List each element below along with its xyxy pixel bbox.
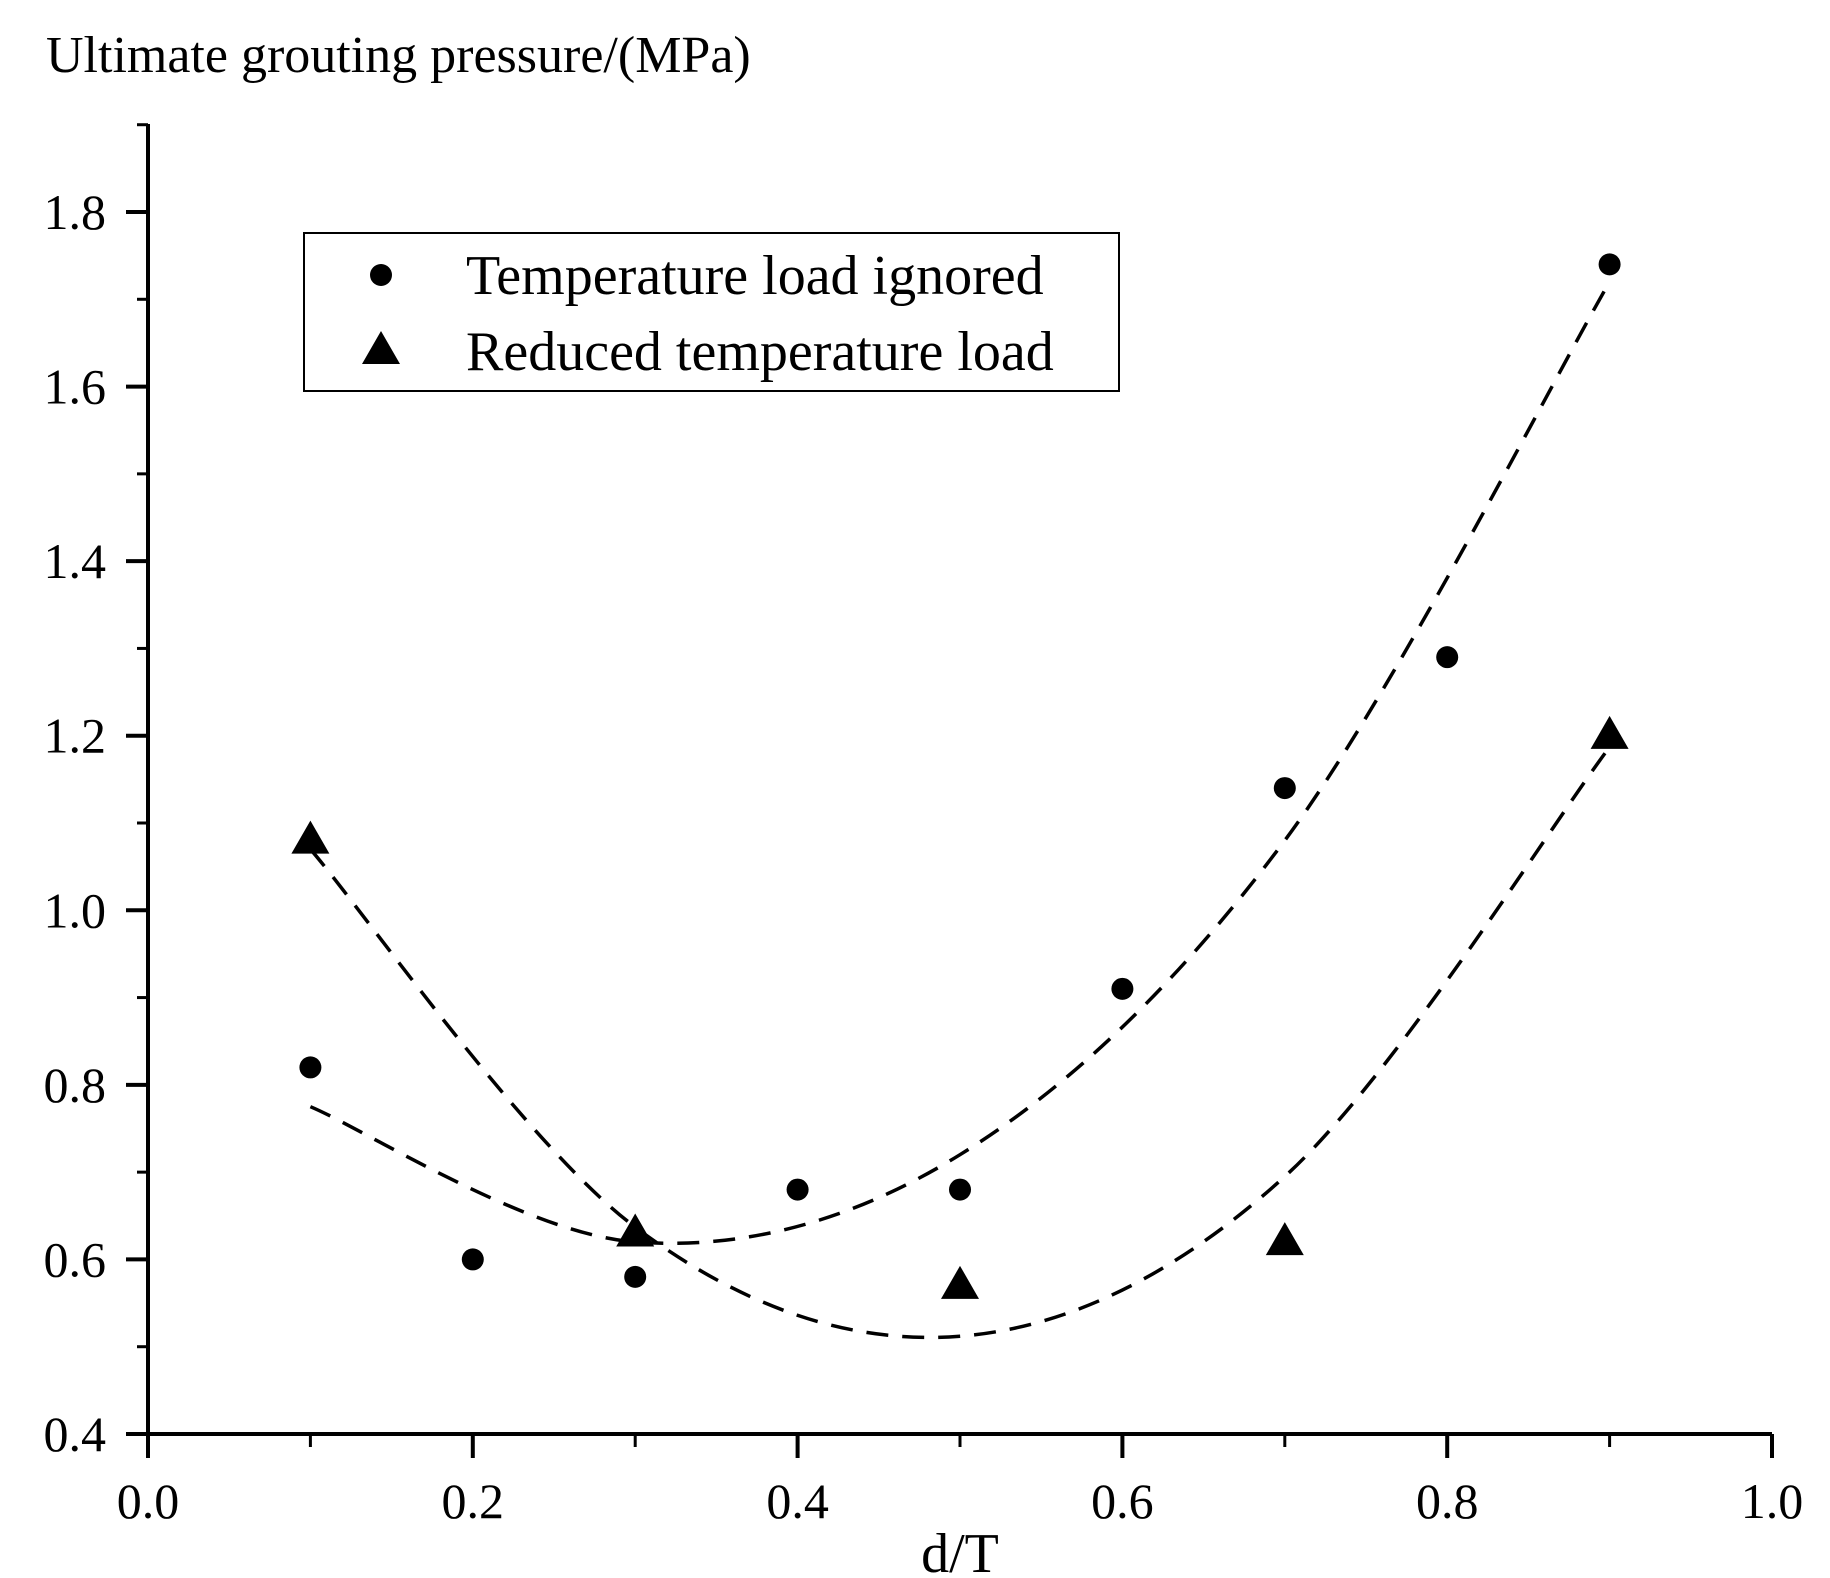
data-point-circle bbox=[624, 1265, 647, 1288]
legend-marker-triangle bbox=[362, 331, 400, 364]
data-point-circle bbox=[1436, 646, 1459, 669]
y-tick-label: 0.6 bbox=[44, 1231, 107, 1287]
fit-curves bbox=[309, 280, 1612, 1340]
y-tick-label: 1.2 bbox=[44, 708, 107, 764]
legend-box bbox=[303, 232, 1120, 392]
x-tick-label: 0.6 bbox=[1091, 1473, 1154, 1529]
y-tick-label: 1.4 bbox=[44, 533, 107, 589]
x-tick-label: 0.2 bbox=[442, 1473, 505, 1529]
data-points bbox=[291, 253, 1629, 1299]
data-point-circle bbox=[299, 1056, 322, 1079]
y-tick-label: 1.6 bbox=[44, 359, 107, 415]
data-point-triangle bbox=[1590, 715, 1629, 749]
data-point-circle bbox=[1598, 253, 1621, 276]
y-tick-label: 1.8 bbox=[44, 184, 107, 240]
x-tick-label: 0.0 bbox=[117, 1473, 180, 1529]
data-point-circle bbox=[1273, 777, 1296, 800]
fit-curve-series-0 bbox=[309, 280, 1612, 1246]
data-point-triangle bbox=[1265, 1222, 1304, 1256]
data-point-circle bbox=[786, 1178, 809, 1201]
data-point-circle bbox=[1111, 977, 1134, 1000]
x-tick-label: 1.0 bbox=[1741, 1473, 1804, 1529]
y-tick-label: 0.8 bbox=[44, 1057, 107, 1113]
legend-marker-circle bbox=[370, 264, 392, 286]
y-tick-label: 0.4 bbox=[44, 1406, 107, 1462]
data-point-triangle bbox=[291, 820, 330, 854]
y-axis-title: Ultimate grouting pressure/(MPa) bbox=[46, 27, 751, 84]
x-tick-label: 0.8 bbox=[1416, 1473, 1479, 1529]
data-point-circle bbox=[949, 1178, 971, 1201]
x-tick-label: 0.4 bbox=[766, 1473, 829, 1529]
data-point-triangle bbox=[941, 1265, 979, 1299]
y-tick-label: 1.0 bbox=[44, 882, 107, 938]
x-axis-title: d/T bbox=[921, 1523, 999, 1578]
data-point-circle bbox=[461, 1248, 484, 1271]
y-ticks: 0.4 0.6 0.8 1.0 1.2 1.4 1.6 1.8 bbox=[44, 123, 148, 1462]
legend-label-temperature-ignored: Temperature load ignored bbox=[466, 245, 1044, 307]
legend-label-reduced-temperature: Reduced temperature load bbox=[466, 321, 1054, 383]
x-ticks: 0.0 0.2 0.4 0.6 0.8 1.0 bbox=[117, 1434, 1804, 1529]
legend: Temperature load ignored Reduced tempera… bbox=[303, 232, 1120, 392]
fit-curve-series-1 bbox=[309, 746, 1611, 1340]
data-point-triangle bbox=[616, 1213, 655, 1247]
